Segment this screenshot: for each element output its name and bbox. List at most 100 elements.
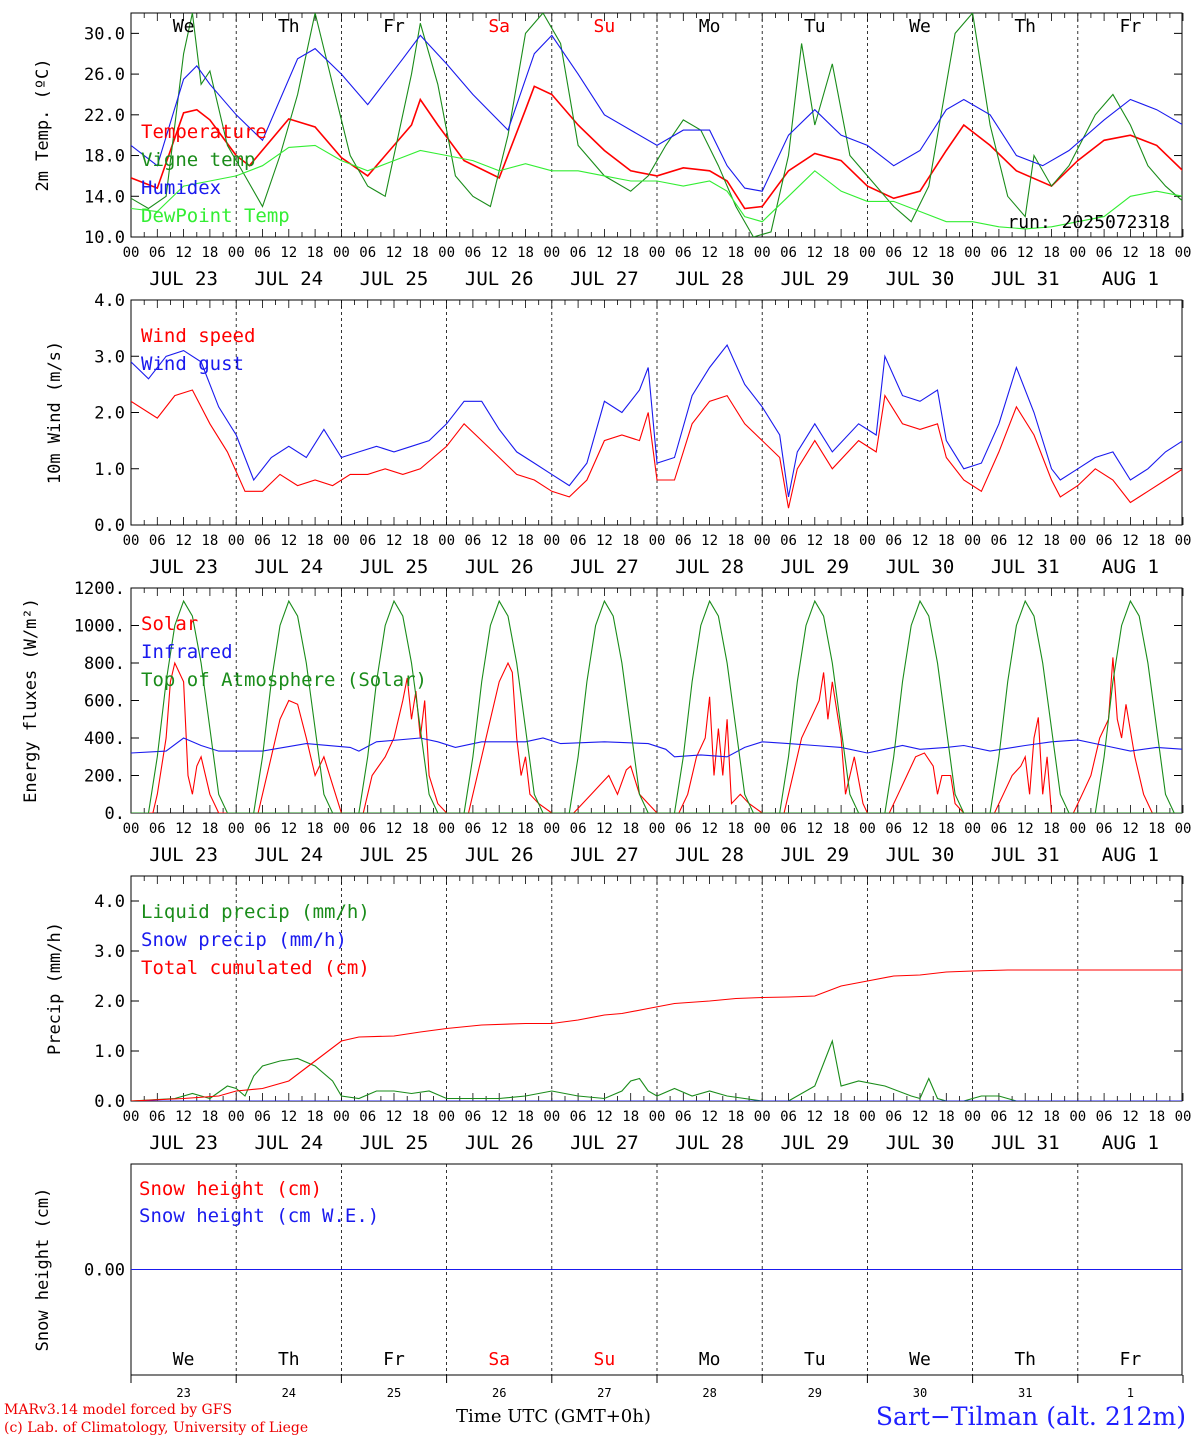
hour-label: 18 [412,1109,429,1125]
y-tick-label: 1.0 [94,460,125,480]
hour-label: 00 [964,245,981,261]
hour-label: 00 [1069,1109,1086,1125]
weekday-label: Mo [699,16,721,37]
date-label: JUL 30 [886,268,955,290]
day-number: 27 [597,1386,611,1400]
hour-label: 18 [307,1109,324,1125]
hour-label: 12 [280,1109,297,1125]
date-label: JUL 24 [254,1132,323,1154]
hour-label: 12 [596,533,613,549]
legend-entry: Wind gust [141,353,244,375]
weekday-label: Fr [1120,1349,1142,1370]
legend-entry: Top of Atmosphere (Solar) [141,669,427,691]
hour-label: 06 [464,533,481,549]
hour-label: 06 [885,821,902,837]
hour-label: 06 [149,821,166,837]
hour-label: 00 [1175,821,1192,837]
hour-label: 12 [596,821,613,837]
hour-label: 06 [570,1109,587,1125]
hour-label: 00 [1175,245,1192,261]
hour-label: 18 [727,1109,744,1125]
hour-label: 00 [1069,533,1086,549]
hour-label: 18 [1148,245,1165,261]
y-tick-label: 600. [84,692,125,712]
date-label: JUL 26 [465,556,534,578]
hour-label: 00 [123,245,140,261]
hour-label: 06 [675,1109,692,1125]
hour-label: 00 [228,821,245,837]
hour-ticks [130,13,1184,237]
y-tick-label: 4.0 [94,892,125,912]
weekday-label: We [173,16,195,37]
hour-label: 00 [438,1109,455,1125]
hour-label: 18 [201,1109,218,1125]
day-number: 1 [1127,1386,1134,1400]
y-axis-label: Energy fluxes (W/m²) [21,598,41,803]
hour-label: 06 [675,821,692,837]
station-name: Sart−Tilman (alt. 212m) [875,1402,1186,1431]
hour-label: 12 [806,1109,823,1125]
hour-label: 06 [254,533,271,549]
hour-ticks [130,300,1184,525]
date-label: JUL 25 [360,556,429,578]
hour-label: 06 [780,245,797,261]
date-label: JUL 30 [886,1132,955,1154]
hour-label: 18 [622,533,639,549]
hour-label: 18 [938,1109,955,1125]
day-number: 28 [702,1386,716,1400]
hour-label: 12 [386,1109,403,1125]
date-label: JUL 25 [360,844,429,866]
hour-label: 00 [438,533,455,549]
y-tick-label: 1000. [74,617,125,637]
hour-label: 12 [280,245,297,261]
hour-label: 18 [727,821,744,837]
date-label: JUL 26 [465,268,534,290]
hour-label: 06 [990,821,1007,837]
hour-label: 06 [359,821,376,837]
hour-label: 00 [649,533,666,549]
date-label: JUL 28 [675,556,744,578]
hour-label: 06 [359,533,376,549]
date-label: JUL 28 [675,268,744,290]
hour-label: 00 [123,533,140,549]
series-line-temperature [131,85,1182,210]
hour-label: 00 [859,245,876,261]
hour-label: 18 [622,1109,639,1125]
hour-label: 18 [517,533,534,549]
hour-label: 18 [1148,821,1165,837]
date-label: JUL 31 [991,1132,1060,1154]
hour-label: 18 [1043,1109,1060,1125]
hour-label: 00 [333,821,350,837]
hour-label: 00 [964,821,981,837]
hour-label: 06 [570,245,587,261]
hour-label: 06 [464,821,481,837]
hour-label: 18 [307,533,324,549]
hour-label: 00 [333,1109,350,1125]
date-label: JUL 27 [570,1132,639,1154]
hour-label: 12 [1122,821,1139,837]
hour-label: 06 [359,1109,376,1125]
hour-ticks [130,588,1184,813]
y-tick-label: 800. [84,654,125,674]
hour-label: 12 [1122,533,1139,549]
day-number: 29 [808,1386,822,1400]
date-label: JUL 30 [886,556,955,578]
weekday-label: Mo [699,1349,721,1370]
hour-label: 12 [701,533,718,549]
series-line-top-of-atmosphere-solar- [131,599,1182,813]
hour-label: 00 [543,533,560,549]
hour-label: 12 [491,821,508,837]
x-axis-title: Time UTC (GMT+0h) [456,1406,651,1427]
legend-entry: Infrared [141,641,233,663]
y-tick-label: 200. [84,767,125,787]
y-tick-label: 4.0 [94,291,125,311]
hour-label: 18 [307,245,324,261]
hour-label: 18 [833,1109,850,1125]
day-ticks [130,1375,1184,1383]
hour-label: 00 [754,245,771,261]
hour-label: 06 [885,1109,902,1125]
legend-entry: Humidex [141,177,221,199]
weekday-label: Su [594,16,616,37]
hour-label: 12 [175,821,192,837]
y-tick-label: 3.0 [94,347,125,367]
